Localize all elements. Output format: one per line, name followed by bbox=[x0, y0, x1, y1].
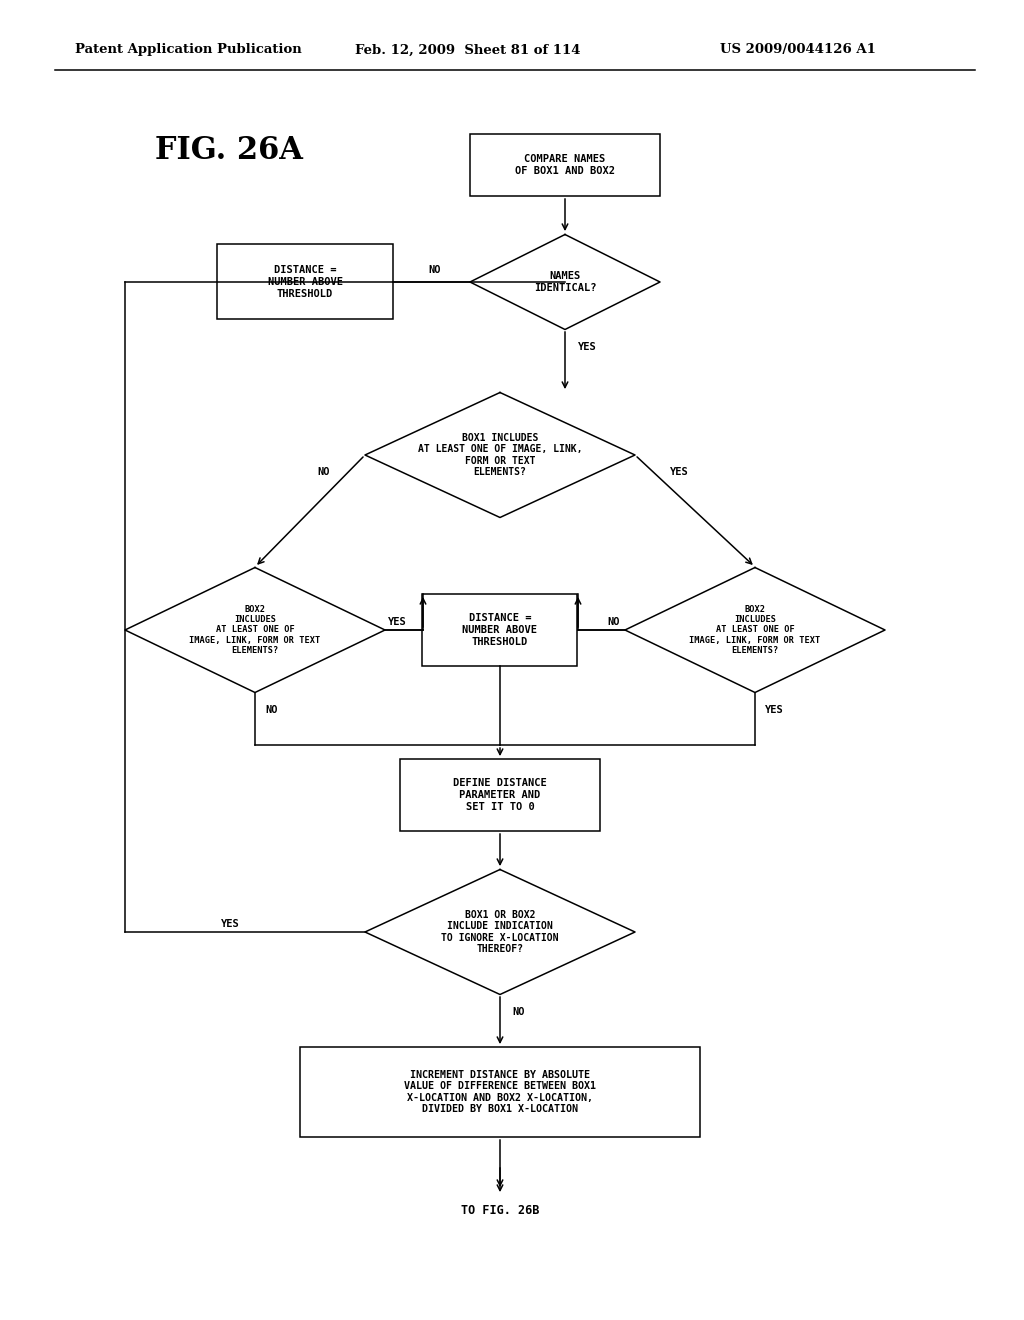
Text: NO: NO bbox=[512, 1007, 524, 1016]
Text: TO FIG. 26B: TO FIG. 26B bbox=[461, 1204, 540, 1217]
Polygon shape bbox=[470, 235, 660, 330]
Text: INCREMENT DISTANCE BY ABSOLUTE
VALUE OF DIFFERENCE BETWEEN BOX1
X-LOCATION AND B: INCREMENT DISTANCE BY ABSOLUTE VALUE OF … bbox=[404, 1069, 596, 1114]
Polygon shape bbox=[625, 568, 885, 693]
Polygon shape bbox=[365, 870, 635, 994]
Text: COMPARE NAMES
OF BOX1 AND BOX2: COMPARE NAMES OF BOX1 AND BOX2 bbox=[515, 154, 615, 176]
Text: NO: NO bbox=[429, 265, 441, 275]
Text: YES: YES bbox=[765, 705, 783, 715]
Text: NAMES
IDENTICAL?: NAMES IDENTICAL? bbox=[534, 271, 596, 293]
Text: BOX1 INCLUDES
AT LEAST ONE OF IMAGE, LINK,
FORM OR TEXT
ELEMENTS?: BOX1 INCLUDES AT LEAST ONE OF IMAGE, LIN… bbox=[418, 433, 583, 478]
Text: YES: YES bbox=[670, 467, 689, 477]
Polygon shape bbox=[365, 392, 635, 517]
Text: BOX1 OR BOX2
INCLUDE INDICATION
TO IGNORE X-LOCATION
THEREOF?: BOX1 OR BOX2 INCLUDE INDICATION TO IGNOR… bbox=[441, 909, 559, 954]
Text: DISTANCE =
NUMBER ABOVE
THRESHOLD: DISTANCE = NUMBER ABOVE THRESHOLD bbox=[463, 614, 538, 647]
Text: DISTANCE =
NUMBER ABOVE
THRESHOLD: DISTANCE = NUMBER ABOVE THRESHOLD bbox=[267, 265, 342, 298]
Text: Patent Application Publication: Patent Application Publication bbox=[75, 44, 302, 57]
Bar bbox=[423, 594, 578, 667]
Text: NO: NO bbox=[607, 616, 620, 627]
Bar bbox=[400, 759, 600, 832]
Text: Feb. 12, 2009  Sheet 81 of 114: Feb. 12, 2009 Sheet 81 of 114 bbox=[355, 44, 581, 57]
Text: BOX2
INCLUDES
AT LEAST ONE OF
IMAGE, LINK, FORM OR TEXT
ELEMENTS?: BOX2 INCLUDES AT LEAST ONE OF IMAGE, LIN… bbox=[689, 605, 820, 655]
Bar bbox=[470, 135, 660, 195]
Text: US 2009/0044126 A1: US 2009/0044126 A1 bbox=[720, 44, 876, 57]
Text: DEFINE DISTANCE
PARAMETER AND
SET IT TO 0: DEFINE DISTANCE PARAMETER AND SET IT TO … bbox=[454, 779, 547, 812]
Text: YES: YES bbox=[220, 919, 240, 929]
Text: YES: YES bbox=[388, 616, 407, 627]
Text: BOX2
INCLUDES
AT LEAST ONE OF
IMAGE, LINK, FORM OR TEXT
ELEMENTS?: BOX2 INCLUDES AT LEAST ONE OF IMAGE, LIN… bbox=[189, 605, 321, 655]
Bar bbox=[300, 1047, 700, 1137]
Text: NO: NO bbox=[317, 467, 330, 477]
Text: NO: NO bbox=[265, 705, 278, 715]
Polygon shape bbox=[125, 568, 385, 693]
Text: FIG. 26A: FIG. 26A bbox=[155, 135, 303, 166]
Bar bbox=[217, 244, 392, 319]
Text: YES: YES bbox=[578, 342, 597, 352]
